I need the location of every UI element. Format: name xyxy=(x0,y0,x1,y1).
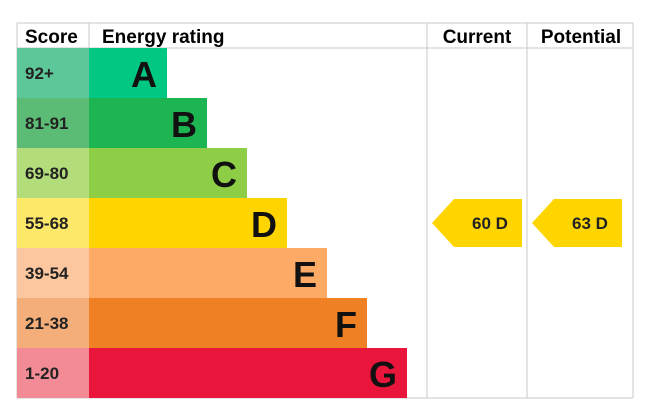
score-cell-f xyxy=(17,298,89,348)
header-energy-rating: Energy rating xyxy=(102,27,224,48)
band-bar-b xyxy=(89,98,207,148)
header-current: Current xyxy=(443,27,512,48)
band-bar-e xyxy=(89,248,327,298)
band-bar-g xyxy=(89,348,407,398)
score-label-a: 92+ xyxy=(25,64,54,83)
rating-bands: 92+ A 81-91 B 69-80 C 55-68 D 39-54 E 21-38 F 1-20 G xyxy=(17,48,407,398)
band-letter-g: G xyxy=(369,354,397,395)
score-label-f: 21-38 xyxy=(25,314,68,333)
score-cell-b xyxy=(17,98,89,148)
current-arrow-label: 60 D xyxy=(472,214,508,233)
potential-arrow-label: 63 D xyxy=(572,214,608,233)
band-letter-d: D xyxy=(251,204,277,245)
band-letter-a: A xyxy=(131,54,157,95)
band-bar-f xyxy=(89,298,367,348)
score-label-e: 39-54 xyxy=(25,264,69,283)
header-row: Score Energy rating Current Potential xyxy=(25,27,621,48)
score-cell-g xyxy=(17,348,89,398)
score-label-g: 1-20 xyxy=(25,364,59,383)
score-label-b: 81-91 xyxy=(25,114,68,133)
band-bar-d xyxy=(89,198,287,248)
score-cell-c xyxy=(17,148,89,198)
band-letter-c: C xyxy=(211,154,237,195)
score-cell-e xyxy=(17,248,89,298)
score-cell-d xyxy=(17,198,89,248)
score-label-c: 69-80 xyxy=(25,164,68,183)
band-letter-f: F xyxy=(335,304,357,345)
potential-arrow xyxy=(532,199,622,247)
band-bar-a xyxy=(89,48,167,98)
header-potential: Potential xyxy=(541,27,621,48)
header-score: Score xyxy=(25,27,78,48)
band-letter-b: B xyxy=(171,104,197,145)
band-letter-e: E xyxy=(293,254,317,295)
score-cell-a xyxy=(17,48,89,98)
rating-arrows: 60 D 63 D xyxy=(432,199,622,247)
score-label-d: 55-68 xyxy=(25,214,68,233)
current-arrow xyxy=(432,199,522,247)
band-bar-c xyxy=(89,148,247,198)
